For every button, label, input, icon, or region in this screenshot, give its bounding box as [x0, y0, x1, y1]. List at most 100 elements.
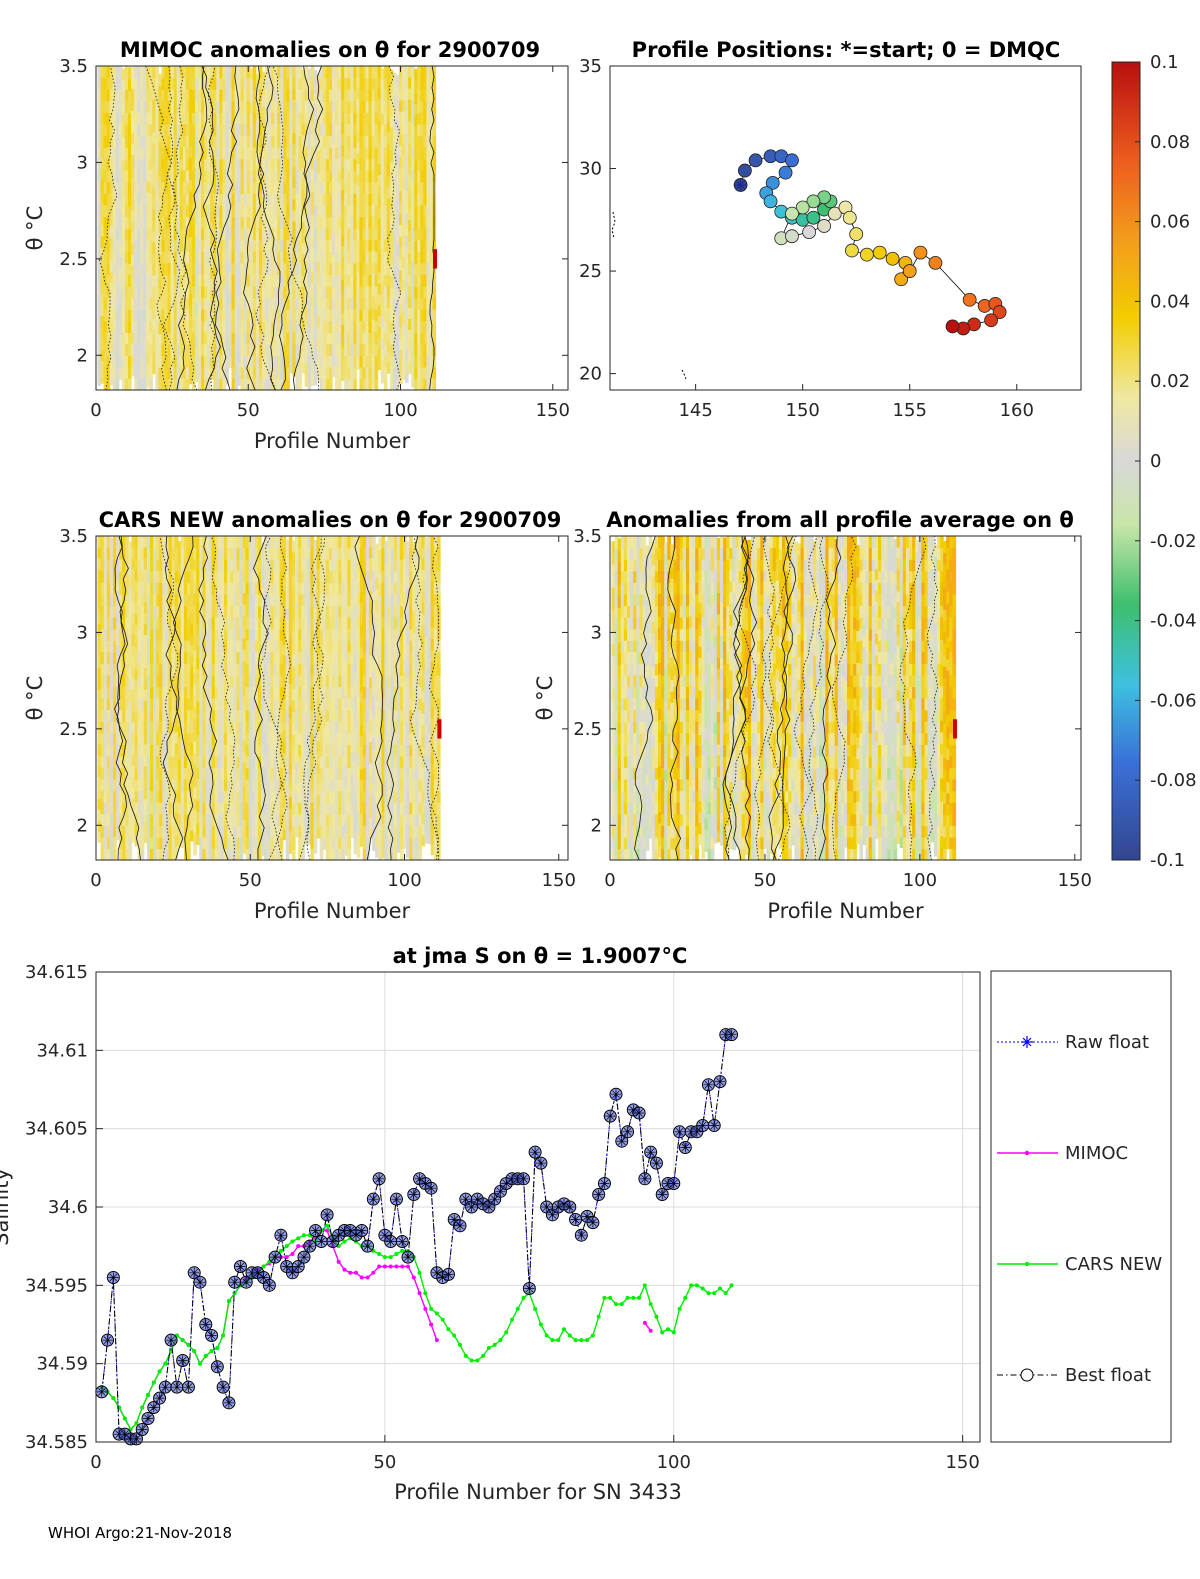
anomaly-cell — [408, 318, 412, 330]
anomaly-cell — [137, 66, 141, 78]
anomaly-cell — [308, 310, 312, 322]
anomaly-cell — [192, 101, 196, 113]
anomaly-cell — [359, 101, 363, 113]
anomaly-cell — [292, 66, 296, 78]
anomaly-cell — [253, 170, 257, 182]
anomaly-cell — [131, 99, 135, 111]
anomaly-cell — [347, 147, 351, 159]
anomaly-cell — [369, 101, 373, 113]
anomaly-cell — [320, 378, 324, 390]
anomaly-cell — [146, 307, 150, 319]
anomaly-cell — [347, 344, 351, 356]
anomaly-cell — [381, 181, 385, 193]
anomaly-cell — [359, 378, 363, 390]
anomaly-cell — [113, 286, 117, 298]
anomaly-cell — [286, 135, 290, 147]
anomaly-cell — [408, 143, 412, 155]
anomaly-cell — [125, 112, 129, 124]
anomaly-cell — [314, 205, 318, 217]
anomaly-cell — [253, 367, 257, 379]
anomaly-cell — [186, 124, 190, 136]
anomaly-cell — [158, 187, 162, 199]
anomaly-cell — [247, 112, 251, 124]
anomaly-cell — [165, 216, 169, 228]
anomaly-cell — [414, 207, 418, 219]
anomaly-cell — [152, 341, 156, 353]
anomaly-cell — [314, 171, 318, 183]
anomaly-cell — [137, 147, 141, 159]
anomaly-cell — [198, 297, 202, 309]
anomaly-cell — [98, 340, 102, 352]
anomaly-cell — [219, 216, 223, 228]
anomaly-cell — [225, 327, 229, 339]
anomaly-cell — [280, 332, 284, 344]
anomaly-cell — [119, 290, 123, 302]
anomaly-cell — [420, 135, 424, 147]
anomaly-cell — [286, 251, 290, 263]
anomaly-cell — [98, 157, 102, 169]
anomaly-cell — [280, 101, 284, 113]
anomaly-cell — [186, 332, 190, 344]
anomaly-cell — [387, 66, 391, 78]
anomaly-cell — [280, 355, 284, 367]
anomaly-cell — [198, 331, 202, 343]
anomaly-cell — [131, 309, 135, 321]
anomaly-cell — [165, 240, 169, 252]
anomaly-cell — [207, 170, 211, 182]
anomaly-cell — [359, 170, 363, 182]
anomaly-cell — [369, 286, 373, 298]
anomaly-cell — [104, 112, 108, 124]
anomaly-cell — [353, 378, 357, 390]
anomaly-cell — [104, 344, 108, 356]
anomaly-cell — [381, 271, 385, 283]
anomaly-cell — [341, 190, 345, 202]
anomaly-cell — [341, 369, 345, 381]
anomaly-cell — [347, 78, 351, 90]
anomaly-cell — [253, 240, 257, 252]
anomaly-cell — [98, 203, 102, 215]
anomaly-cell — [420, 216, 424, 228]
anomaly-cell — [387, 198, 391, 210]
anomaly-cell — [98, 260, 102, 272]
profile-position-marker — [850, 228, 863, 241]
anomaly-cell — [192, 274, 196, 286]
anomaly-cell — [353, 135, 357, 147]
anomaly-cell — [320, 367, 324, 379]
anomaly-cell — [274, 286, 278, 298]
anomaly-cell — [320, 193, 324, 205]
anomaly-cell — [335, 205, 339, 217]
anomaly-cell — [396, 255, 400, 267]
anomaly-cell — [149, 378, 153, 390]
anomaly-cell — [353, 309, 357, 321]
anomaly-cell — [232, 367, 236, 379]
anomaly-cell — [347, 135, 351, 147]
anomaly-cell — [207, 332, 211, 344]
anomaly-cell — [396, 176, 400, 188]
anomaly-cell — [326, 286, 330, 298]
anomaly-cell — [207, 228, 211, 240]
anomaly-cell — [113, 344, 117, 356]
anomaly-cell — [420, 321, 424, 333]
anomaly-cell — [396, 311, 400, 323]
anomaly-cell — [158, 142, 162, 154]
anomaly-cell — [232, 251, 236, 263]
anomaly-cell — [320, 228, 324, 240]
anomaly-cell — [125, 344, 129, 356]
anomaly-cell — [125, 309, 129, 321]
anomaly-cell — [165, 124, 169, 136]
anomaly-cell — [171, 170, 175, 182]
anomaly-cell — [152, 165, 156, 177]
x-axis-label: Profile Number — [254, 429, 411, 453]
anomaly-cell — [429, 240, 433, 252]
anomaly-cell — [137, 251, 141, 263]
anomaly-cell — [280, 263, 284, 275]
anomaly-cell — [359, 78, 363, 90]
anomaly-cell — [341, 279, 345, 291]
anomaly-cell — [414, 126, 418, 138]
anomaly-cell — [335, 182, 339, 194]
anomaly-cell — [353, 251, 357, 263]
anomaly-cell — [137, 101, 141, 113]
y-tick-label: 2.5 — [59, 249, 88, 270]
anomaly-cell — [152, 330, 156, 342]
profile-position-marker — [845, 244, 858, 257]
